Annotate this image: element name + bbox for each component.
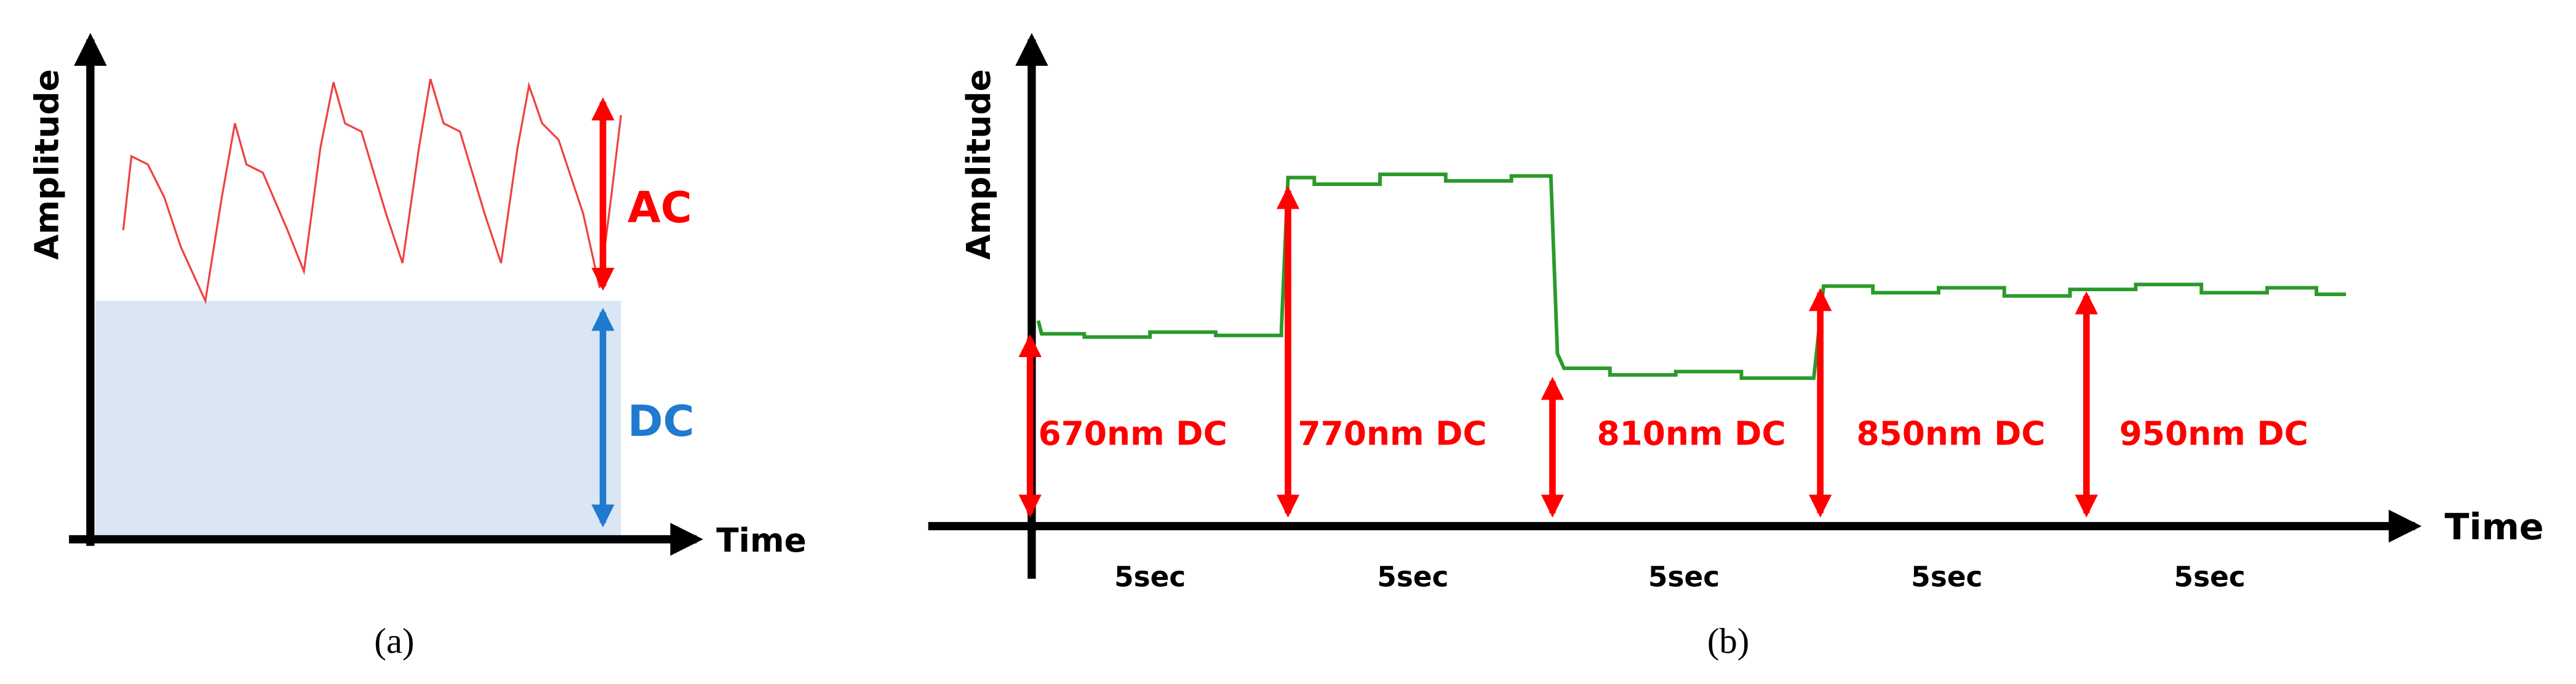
duration-label: 5sec [1648,561,1720,593]
duration-label: 5sec [1377,561,1448,593]
caption: (a) [374,621,414,661]
dc-area [95,300,621,536]
duration-label: 5sec [2174,561,2245,593]
duration-label: 5sec [1114,561,1186,593]
signal-line [1036,172,2347,380]
duration-label: 5sec [1911,561,1982,593]
x-axis-label: Time [2444,505,2543,548]
dc-label: 850nm DC [1856,414,2045,453]
dc-label: 810nm DC [1597,414,1786,453]
dc-label: 770nm DC [1298,414,1487,453]
panel-a: Amplitude Time AC DC (a) [28,33,807,661]
dc-label: 950nm DC [2119,414,2308,453]
dc-label: DC [628,397,695,446]
x-axis-label: Time [716,521,807,560]
y-axis-label: Amplitude [959,69,998,260]
y-axis-label: Amplitude [28,69,66,260]
caption: (b) [1707,621,1750,661]
ppg-wave [122,78,622,305]
panel-b: Amplitude Time (b) 670nm DC 770nm DC 810nm… [928,33,2544,661]
dc-label: 670nm DC [1039,414,1227,453]
ac-label: AC [628,183,692,233]
